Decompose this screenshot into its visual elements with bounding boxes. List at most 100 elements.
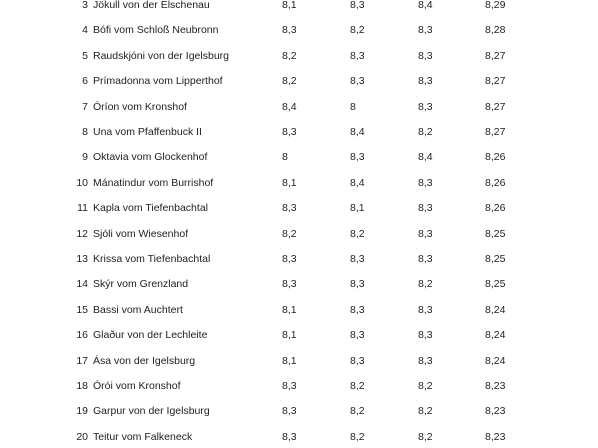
score: 8,3: [418, 329, 433, 342]
total-score: 8,24: [485, 329, 506, 342]
rank: 4: [82, 24, 88, 37]
rank: 6: [82, 75, 88, 88]
horse-name: Óríon vom Kronshof: [93, 100, 187, 113]
score: 8: [282, 151, 288, 164]
score: 8,2: [350, 430, 365, 443]
score: 8,2: [282, 227, 297, 240]
score: 8,2: [282, 75, 297, 88]
score: 8,3: [350, 329, 365, 342]
score: 8,3: [282, 278, 297, 291]
score: 8,1: [282, 0, 297, 11]
total-score: 8,25: [485, 278, 506, 291]
score: 8,3: [418, 49, 433, 62]
score: 8,1: [282, 303, 297, 316]
score: 8,4: [418, 151, 433, 164]
score: 8,3: [282, 126, 297, 138]
score: 8,4: [282, 100, 297, 113]
score: 8,4: [350, 126, 365, 138]
horse-name: Jökull von der Elschenau: [93, 0, 210, 11]
horse-name: Raudskjóni von der Igelsburg: [93, 49, 229, 62]
horse-name: Mánatindur vom Burrishof: [93, 176, 214, 189]
score: 8,3: [282, 202, 297, 215]
score: 8,3: [418, 202, 433, 215]
score: 8,1: [282, 354, 297, 367]
score: 8,3: [350, 278, 365, 291]
horse-name: Una vom Pfaffenbuck II: [93, 126, 202, 138]
score: 8,3: [418, 100, 433, 113]
rank: 17: [76, 354, 88, 367]
total-score: 8,25: [485, 253, 506, 265]
total-score: 8,28: [485, 24, 506, 37]
total-score: 8,24: [485, 354, 506, 367]
score: 8,1: [282, 176, 297, 189]
score: 8,1: [350, 202, 365, 215]
horse-name: Glaður von der Lechleite: [93, 329, 208, 342]
total-score: 8,23: [485, 380, 506, 392]
score: 8,3: [350, 75, 365, 88]
score: 8,2: [418, 126, 433, 138]
total-score: 8,27: [485, 75, 506, 88]
score: 8,3: [418, 303, 433, 316]
horse-name: Oktavia vom Glockenhof: [93, 151, 208, 164]
score: 8,2: [418, 278, 433, 291]
rank: 14: [76, 278, 88, 291]
score: 8,1: [282, 329, 297, 342]
score: 8,3: [418, 75, 433, 88]
rank: 13: [76, 253, 88, 265]
total-score: 8,25: [485, 227, 506, 240]
rank: 10: [76, 176, 88, 189]
score: 8,3: [282, 430, 297, 443]
score: 8,3: [418, 176, 433, 189]
total-score: 8,29: [485, 0, 506, 11]
score: 8,3: [282, 405, 297, 418]
score: 8,2: [282, 49, 297, 62]
score: 8,2: [350, 24, 365, 37]
score: 8,2: [418, 380, 433, 392]
score: 8,3: [350, 253, 365, 265]
total-score: 8,26: [485, 202, 506, 215]
score: 8,3: [350, 354, 365, 367]
total-score: 8,24: [485, 303, 506, 316]
rank: 9: [82, 151, 88, 164]
score: 8,4: [418, 0, 433, 11]
horse-name: Garpur von der Igelsburg: [93, 405, 210, 418]
score: 8,3: [350, 0, 365, 11]
horse-name: Prímadonna vom Lipperthof: [93, 75, 223, 88]
score: 8,3: [350, 151, 365, 164]
rank: 7: [82, 100, 88, 113]
horse-name: Skýr vom Grenzland: [93, 278, 189, 291]
horse-name: Krissa vom Tiefenbachtal: [93, 253, 211, 265]
total-score: 8,27: [485, 100, 506, 113]
horse-name: Bassi vom Auchtert: [93, 303, 183, 316]
horse-name: Teitur vom Falkeneck: [93, 430, 193, 443]
score: 8,2: [418, 405, 433, 418]
rank: 18: [76, 380, 88, 392]
rank: 8: [82, 126, 88, 138]
rank: 12: [76, 227, 88, 240]
rank: 16: [76, 329, 88, 342]
horse-name: Órói vom Kronshof: [93, 380, 181, 392]
score: 8,3: [282, 24, 297, 37]
score: 8,4: [350, 176, 365, 189]
horse-name: Kapla vom Tiefenbachtal: [93, 202, 208, 215]
rank: 19: [76, 405, 88, 418]
total-score: 8,23: [485, 405, 506, 418]
score: 8,2: [350, 227, 365, 240]
total-score: 8,27: [485, 49, 506, 62]
total-score: 8,23: [485, 430, 506, 443]
score: 8,2: [350, 380, 365, 392]
horse-name: Sjóli vom Wiesenhof: [93, 227, 189, 240]
score: 8,3: [350, 303, 365, 316]
score: 8,3: [350, 49, 365, 62]
score: 8,2: [418, 430, 433, 443]
total-score: 8,26: [485, 151, 506, 164]
rank: 11: [77, 202, 88, 215]
score: 8,3: [418, 227, 433, 240]
total-score: 8,26: [485, 176, 506, 189]
score: 8,2: [350, 405, 365, 418]
total-score: 8,27: [485, 126, 506, 138]
rank: 5: [82, 49, 88, 62]
score: 8: [350, 100, 356, 113]
score: 8,3: [418, 253, 433, 265]
